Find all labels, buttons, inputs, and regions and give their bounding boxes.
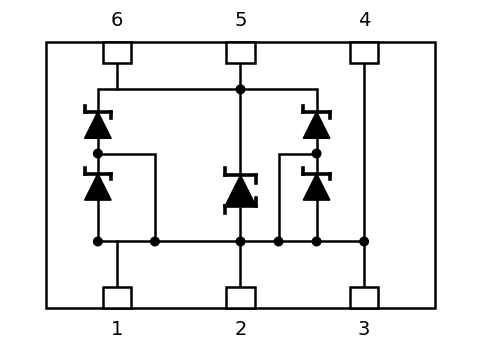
Text: 3: 3 xyxy=(357,320,370,339)
Polygon shape xyxy=(302,174,329,200)
Circle shape xyxy=(94,237,102,246)
Bar xyxy=(102,287,131,308)
Circle shape xyxy=(312,149,320,158)
Circle shape xyxy=(150,237,159,246)
Circle shape xyxy=(94,149,102,158)
Text: 5: 5 xyxy=(234,11,246,30)
Text: 2: 2 xyxy=(234,320,246,339)
Circle shape xyxy=(236,237,244,246)
Polygon shape xyxy=(302,112,329,138)
Bar xyxy=(102,42,131,63)
Circle shape xyxy=(359,237,368,246)
Polygon shape xyxy=(84,112,111,138)
Bar xyxy=(226,287,254,308)
Bar xyxy=(46,42,434,308)
Circle shape xyxy=(274,237,282,246)
Text: 4: 4 xyxy=(357,11,370,30)
Bar xyxy=(349,42,378,63)
Bar xyxy=(349,287,378,308)
Bar xyxy=(226,42,254,63)
Circle shape xyxy=(312,237,320,246)
Circle shape xyxy=(236,85,244,94)
Polygon shape xyxy=(225,175,255,205)
Polygon shape xyxy=(84,174,111,200)
Text: 1: 1 xyxy=(110,320,123,339)
Text: 6: 6 xyxy=(110,11,123,30)
